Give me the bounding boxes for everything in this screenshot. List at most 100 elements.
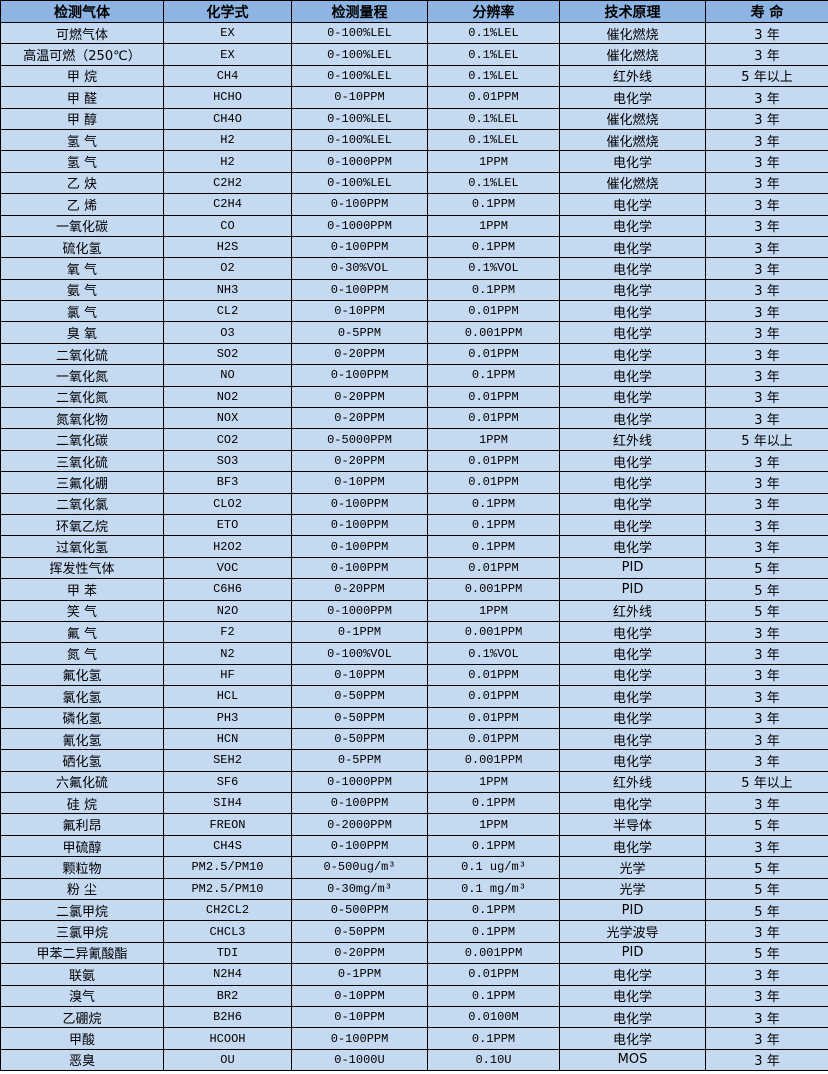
cell-gas: 颗粒物 (0, 856, 164, 879)
cell-lifespan: 3 年 (705, 21, 828, 45)
table-row: 氮 气 N2 0-100%VOL 0.1%VOL 电化学 3 年 (0, 642, 828, 665)
cell-formula: N2O (163, 599, 292, 622)
header-lifespan: 寿 命 (705, 0, 828, 23)
table-row: 粉 尘 PM2.5/PM10 0-30mg/m³ 0.1 mg/m³ 光学 5 年 (0, 877, 828, 901)
cell-range: 0-1000PPM (291, 214, 428, 237)
cell-gas: 氰化氢 (0, 727, 164, 751)
cell-formula: OU (163, 1048, 292, 1072)
cell-gas: 氯化氢 (0, 685, 164, 708)
cell-formula: O2 (163, 257, 292, 280)
cell-formula: HF (163, 663, 292, 687)
cell-range: 0-10PPM (291, 1005, 428, 1029)
cell-principle: 红外线 (559, 428, 706, 451)
cell-range: 0-30mg/m³ (291, 877, 428, 901)
cell-formula: O3 (163, 321, 292, 344)
cell-principle: 催化燃烧 (559, 128, 706, 152)
cell-resolution: 1PPM (427, 813, 560, 836)
table-row: 氟利昂 FREON 0-2000PPM 1PPM 半导体 5 年 (0, 813, 828, 836)
cell-formula: HCOOH (163, 1027, 292, 1050)
table-row: 三氯甲烷 CHCL3 0-50PPM 0.1PPM 光学波导 3 年 (0, 920, 828, 943)
cell-resolution: 1PPM (427, 150, 560, 173)
cell-principle: 电化学 (559, 150, 706, 173)
cell-gas: 溴气 (0, 984, 164, 1007)
table-row: 氟 气 F2 0-1PPM 0.001PPM 电化学 3 年 (0, 620, 828, 644)
cell-formula: H2O2 (163, 535, 292, 558)
table-row: 六氟化硫 SF6 0-1000PPM 1PPM 红外线 5 年以上 (0, 770, 828, 794)
cell-resolution: 0.01PPM (427, 706, 560, 729)
cell-lifespan: 3 年 (705, 1027, 828, 1050)
cell-lifespan: 3 年 (705, 214, 828, 237)
cell-lifespan: 3 年 (705, 749, 828, 772)
cell-principle: 电化学 (559, 321, 706, 344)
cell-resolution: 0.1%LEL (427, 128, 560, 152)
cell-formula: PM2.5/PM10 (163, 856, 292, 879)
table-row: 二氧化碳 CO2 0-5000PPM 1PPM 红外线 5 年以上 (0, 428, 828, 451)
cell-resolution: 0.001PPM (427, 321, 560, 344)
cell-resolution: 0.1%LEL (427, 21, 560, 45)
cell-resolution: 0.01PPM (427, 86, 560, 109)
cell-range: 0-100PPM (291, 492, 428, 515)
cell-lifespan: 5 年 (705, 941, 828, 965)
cell-formula: H2 (163, 128, 292, 152)
cell-principle: 光学 (559, 877, 706, 901)
cell-resolution: 0.1PPM (427, 535, 560, 558)
cell-range: 0-2000PPM (291, 813, 428, 836)
cell-principle: 电化学 (559, 706, 706, 729)
cell-formula: BR2 (163, 984, 292, 1007)
cell-gas: 硫化氢 (0, 235, 164, 259)
cell-range: 0-1000PPM (291, 599, 428, 622)
table-row: 氮氧化物 NOX 0-20PPM 0.01PPM 电化学 3 年 (0, 407, 828, 430)
cell-resolution: 0.10U (427, 1048, 560, 1072)
table-row: 二氧化氮 NO2 0-20PPM 0.01PPM 电化学 3 年 (0, 385, 828, 409)
cell-principle: PID (559, 578, 706, 601)
table-row: 氯 气 CL2 0-10PPM 0.01PPM 电化学 3 年 (0, 300, 828, 323)
cell-principle: 电化学 (559, 685, 706, 708)
cell-lifespan: 3 年 (705, 834, 828, 858)
table-row: 氧 气 O2 0-30%VOL 0.1%VOL 电化学 3 年 (0, 257, 828, 280)
cell-gas: 乙 烯 (0, 193, 164, 216)
cell-lifespan: 5 年 (705, 899, 828, 922)
cell-gas: 甲苯二异氰酸酯 (0, 941, 164, 965)
cell-formula: CH4 (163, 64, 292, 88)
cell-lifespan: 3 年 (705, 920, 828, 943)
cell-range: 0-1000PPM (291, 150, 428, 173)
cell-gas: 氨 气 (0, 278, 164, 302)
cell-gas: 三氟化硼 (0, 471, 164, 494)
cell-gas: 乙硼烷 (0, 1005, 164, 1029)
cell-principle: 催化燃烧 (559, 171, 706, 195)
cell-gas: 氮氧化物 (0, 407, 164, 430)
cell-gas: 一氧化碳 (0, 214, 164, 237)
cell-resolution: 0.01PPM (427, 449, 560, 473)
table-row: 氢 气 H2 0-1000PPM 1PPM 电化学 3 年 (0, 150, 828, 173)
cell-formula: CO (163, 214, 292, 237)
cell-range: 0-1PPM (291, 620, 428, 644)
cell-lifespan: 3 年 (705, 492, 828, 515)
cell-resolution: 0.01PPM (427, 471, 560, 494)
cell-range: 0-100PPM (291, 792, 428, 815)
cell-principle: 电化学 (559, 86, 706, 109)
cell-lifespan: 3 年 (705, 1005, 828, 1029)
cell-lifespan: 3 年 (705, 449, 828, 473)
cell-gas: 挥发性气体 (0, 556, 164, 580)
table-row: 二氯甲烷 CH2CL2 0-500PPM 0.1PPM PID 5 年 (0, 899, 828, 922)
cell-resolution: 0.001PPM (427, 941, 560, 965)
table-row: 氯化氢 HCL 0-50PPM 0.01PPM 电化学 3 年 (0, 685, 828, 708)
cell-principle: 电化学 (559, 963, 706, 986)
cell-gas: 六氟化硫 (0, 770, 164, 794)
table-row: 挥发性气体 VOC 0-100PPM 0.01PPM PID 5 年 (0, 556, 828, 580)
table-row: 甲苯二异氰酸酯 TDI 0-20PPM 0.001PPM PID 5 年 (0, 941, 828, 965)
cell-principle: 电化学 (559, 364, 706, 387)
cell-range: 0-100%LEL (291, 43, 428, 66)
table-row: 三氟化硼 BF3 0-10PPM 0.01PPM 电化学 3 年 (0, 471, 828, 494)
cell-range: 0-20PPM (291, 941, 428, 965)
cell-lifespan: 5 年 (705, 813, 828, 836)
cell-gas: 甲硫醇 (0, 834, 164, 858)
cell-lifespan: 5 年以上 (705, 428, 828, 451)
cell-principle: 电化学 (559, 834, 706, 858)
cell-lifespan: 3 年 (705, 300, 828, 323)
cell-principle: 催化燃烧 (559, 21, 706, 45)
table-row: 三氧化硫 SO3 0-20PPM 0.01PPM 电化学 3 年 (0, 449, 828, 473)
header-resolution: 分辨率 (427, 0, 560, 23)
cell-principle: 电化学 (559, 749, 706, 772)
